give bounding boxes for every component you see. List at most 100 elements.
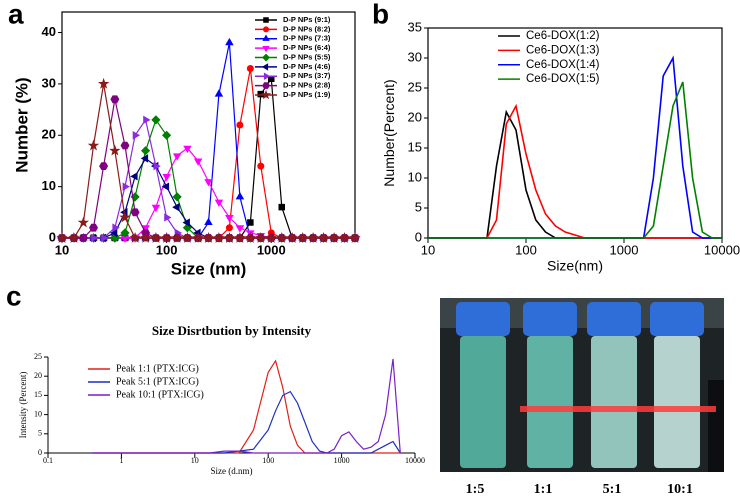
marker bbox=[263, 26, 269, 33]
marker bbox=[204, 179, 213, 187]
photo-label: 10:1 bbox=[667, 482, 693, 497]
marker bbox=[278, 203, 285, 211]
marker bbox=[265, 231, 278, 243]
x-tick-label: 1000 bbox=[257, 242, 286, 257]
y-tick-label: 10 bbox=[408, 169, 422, 184]
legend-label: D-P NPs (8:2) bbox=[283, 24, 331, 33]
marker bbox=[140, 231, 152, 243]
marker bbox=[234, 231, 246, 243]
marker bbox=[349, 232, 361, 243]
marker bbox=[235, 191, 245, 200]
marker bbox=[161, 231, 173, 243]
marker bbox=[91, 233, 99, 243]
marker bbox=[204, 217, 213, 225]
marker bbox=[112, 223, 120, 232]
marker bbox=[262, 53, 271, 62]
marker bbox=[99, 162, 109, 170]
marker bbox=[328, 231, 340, 243]
marker bbox=[140, 154, 149, 163]
y-tick-label: 25 bbox=[408, 79, 422, 94]
marker bbox=[214, 89, 224, 97]
marker bbox=[110, 95, 120, 104]
chart: 0 5 10 15 20 25 30 35 10 100 1000 10000 Size(nm) Numb… bbox=[381, 19, 740, 273]
marker bbox=[263, 17, 269, 23]
photo-label: 5:1 bbox=[603, 482, 622, 497]
y-tick-label: 30 bbox=[408, 49, 422, 64]
series-line bbox=[428, 103, 722, 239]
legend-label: D-P NPs (9:1) bbox=[283, 15, 331, 24]
marker bbox=[120, 228, 130, 238]
marker bbox=[151, 204, 161, 213]
marker bbox=[162, 173, 171, 182]
marker bbox=[182, 218, 190, 227]
marker bbox=[132, 131, 140, 140]
marker bbox=[225, 37, 234, 46]
y-tick-label: 0 bbox=[415, 229, 422, 244]
x-tick-label: 1000 bbox=[334, 456, 350, 465]
marker bbox=[202, 231, 215, 243]
series-line bbox=[428, 81, 722, 239]
marker bbox=[213, 231, 225, 243]
marker bbox=[338, 231, 351, 243]
marker bbox=[97, 77, 110, 89]
y-tick-label: 10 bbox=[34, 409, 42, 418]
x-axis-label: Size(nm) bbox=[547, 258, 603, 274]
x-tick-label: 10000 bbox=[405, 456, 425, 465]
marker bbox=[172, 192, 182, 202]
marker bbox=[257, 162, 265, 170]
marker bbox=[56, 232, 68, 243]
x-tick-label: 0.1 bbox=[43, 456, 53, 465]
marker bbox=[109, 144, 121, 156]
vial-body bbox=[591, 336, 637, 468]
y-axis-label: Intensity (Percent) bbox=[18, 372, 28, 439]
marker bbox=[263, 72, 271, 80]
marker bbox=[87, 139, 100, 151]
marker bbox=[276, 231, 288, 243]
y-tick-label: 15 bbox=[34, 390, 42, 399]
vial-cap bbox=[650, 302, 704, 336]
y-tick-label: 20 bbox=[408, 109, 422, 124]
legend-label: D-P NPs (3:7) bbox=[283, 71, 331, 80]
x-tick-label: 1000 bbox=[610, 242, 639, 257]
marker bbox=[193, 158, 203, 166]
marker bbox=[225, 215, 234, 223]
marker bbox=[130, 192, 140, 202]
marker bbox=[214, 199, 224, 207]
vials bbox=[456, 302, 704, 468]
legend-label: D-P NPs (2:8) bbox=[283, 81, 331, 90]
marker bbox=[129, 231, 141, 243]
marker bbox=[244, 231, 256, 243]
y-tick-label: 0 bbox=[49, 229, 56, 244]
marker bbox=[247, 219, 254, 226]
marker bbox=[261, 63, 269, 71]
marker bbox=[150, 231, 162, 243]
vial-cap bbox=[587, 302, 641, 336]
legend-label: D-P NPs (4:6) bbox=[283, 62, 331, 71]
vial-body bbox=[527, 336, 573, 468]
series-line bbox=[92, 358, 401, 454]
legend-label: Peak 1:1 (PTX:ICG) bbox=[116, 363, 199, 374]
legend-label: Peak 10:1 (PTX:ICG) bbox=[116, 389, 204, 400]
legend-label: D-P NPs (7:3) bbox=[283, 34, 331, 43]
y-tick-label: 15 bbox=[408, 139, 422, 154]
laser-beam bbox=[520, 406, 716, 412]
panel-label: a bbox=[8, 0, 24, 29]
marker bbox=[161, 130, 172, 140]
marker bbox=[172, 202, 180, 212]
series-line bbox=[92, 390, 401, 454]
marker bbox=[317, 232, 330, 243]
marker bbox=[236, 121, 244, 129]
marker bbox=[246, 65, 254, 72]
marker bbox=[119, 211, 131, 223]
legend-label: D-P NPs (5:5) bbox=[283, 52, 331, 61]
photo-shadow bbox=[708, 380, 724, 472]
vial-body bbox=[460, 336, 506, 468]
series-line bbox=[428, 109, 722, 239]
legend-label: Ce6-DOX(1:4) bbox=[526, 59, 600, 71]
series-line bbox=[62, 83, 355, 239]
marker bbox=[262, 82, 270, 89]
marker bbox=[262, 46, 270, 53]
y-tick-label: 20 bbox=[42, 127, 56, 142]
y-tick-label: 35 bbox=[408, 19, 422, 34]
marker bbox=[140, 146, 151, 156]
